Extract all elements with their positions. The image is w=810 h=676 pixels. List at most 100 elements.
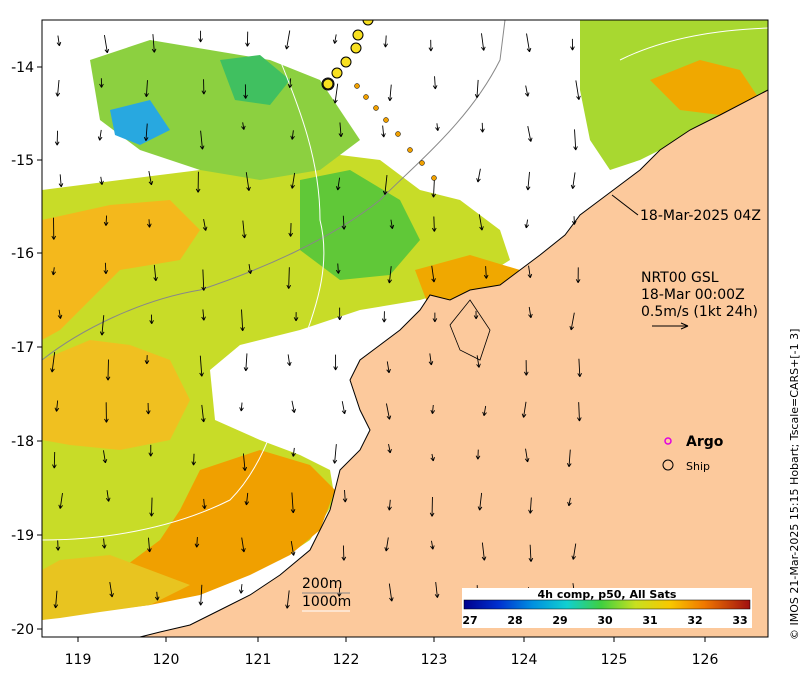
current-arrow xyxy=(388,583,394,602)
colorbar-ticks: 27 28 29 30 31 32 33 xyxy=(462,614,747,627)
current-arrow xyxy=(528,544,534,562)
current-arrow xyxy=(524,448,530,463)
current-arrow xyxy=(202,498,207,510)
current-arrow xyxy=(243,353,249,372)
current-vectors xyxy=(50,30,582,609)
current-arrow xyxy=(147,219,152,228)
current-arrow xyxy=(50,351,56,373)
ship-position-marker xyxy=(340,56,352,68)
current-arrow xyxy=(154,591,160,601)
y-tick-label: -16 xyxy=(11,246,34,262)
current-arrow xyxy=(386,361,391,374)
colorbar-tick-label: 30 xyxy=(597,614,613,627)
current-arrow xyxy=(105,490,111,502)
ship-position-marker xyxy=(322,78,334,90)
colorbar-tick-label: 31 xyxy=(642,614,657,627)
current-arrow xyxy=(341,215,347,230)
current-arrow xyxy=(151,34,157,53)
current-arrow xyxy=(55,79,61,97)
current-arrow xyxy=(194,537,200,548)
current-arrow xyxy=(105,359,111,381)
current-arrow xyxy=(240,309,245,332)
sst-field xyxy=(42,20,768,620)
current-arrow xyxy=(245,172,251,191)
current-arrow xyxy=(385,403,392,420)
current-arrow xyxy=(99,78,104,88)
current-arrow xyxy=(103,215,109,226)
current-arrow xyxy=(102,450,108,464)
current-arrow xyxy=(201,79,207,95)
ship-position-marker xyxy=(331,67,343,79)
current-arrow xyxy=(241,122,246,130)
current-arrow xyxy=(149,497,154,517)
ship-legend-label: Ship xyxy=(686,460,710,473)
current-arrow xyxy=(476,168,481,183)
current-arrow xyxy=(54,400,60,412)
current-arrow xyxy=(285,590,290,609)
current-arrow xyxy=(201,309,206,321)
x-tick-label: 125 xyxy=(601,652,628,668)
current-arrow xyxy=(286,267,292,289)
current-arrow xyxy=(104,402,109,423)
current-arrow xyxy=(244,492,250,506)
ship-position-marker xyxy=(373,105,379,111)
current-arrow xyxy=(337,307,342,321)
current-arrow xyxy=(103,34,110,54)
current-arrow xyxy=(57,309,63,319)
current-arrow xyxy=(435,123,440,132)
current-arrow xyxy=(577,358,582,378)
current-arrow xyxy=(480,122,485,133)
current-arrow xyxy=(569,312,575,331)
current-arrow xyxy=(335,177,341,191)
x-tick-label: 119 xyxy=(65,652,92,668)
current-arrow xyxy=(288,223,294,237)
current-arrow xyxy=(54,130,60,146)
current-arrow xyxy=(566,449,572,468)
current-arrow xyxy=(290,492,296,514)
current-arrow xyxy=(389,219,395,229)
timestamp-pointer xyxy=(611,194,639,216)
current-arrow xyxy=(384,537,389,552)
current-arrow xyxy=(341,545,347,561)
current-arrow xyxy=(481,33,486,51)
colorbar-tick-label: 33 xyxy=(732,614,747,627)
current-arrow xyxy=(284,30,291,50)
current-arrow xyxy=(291,400,297,413)
current-arrow xyxy=(290,172,296,189)
current-arrow xyxy=(109,581,114,598)
current-arrow xyxy=(148,170,154,186)
timestamp-label: 18-Mar-2025 04Z xyxy=(640,208,761,224)
argo-marker-icon xyxy=(664,437,672,445)
current-arrow xyxy=(195,171,201,193)
current-arrow xyxy=(383,35,388,48)
x-tick-label: 126 xyxy=(692,652,719,668)
current-arrow xyxy=(242,453,248,471)
current-arrow xyxy=(101,538,107,549)
ship-position-marker xyxy=(350,42,362,54)
x-tick-label: 124 xyxy=(511,652,538,668)
current-arrow xyxy=(571,543,577,560)
x-tick-label: 121 xyxy=(245,652,272,668)
current-arrow xyxy=(198,584,204,606)
isobath-1000-label: 1000m xyxy=(302,594,351,610)
ship-position-marker xyxy=(362,20,374,26)
current-arrow xyxy=(51,217,57,240)
current-arrow xyxy=(575,80,581,100)
current-arrow xyxy=(52,451,57,469)
current-arrow xyxy=(287,354,292,367)
current-arrow xyxy=(524,85,530,97)
y-tick-label: -19 xyxy=(11,528,34,544)
plot-frame xyxy=(41,19,769,638)
current-arrow xyxy=(382,174,388,195)
current-arrow xyxy=(567,497,572,507)
current-arrow xyxy=(381,125,386,138)
current-arrow xyxy=(570,38,575,51)
ship-position-marker xyxy=(395,131,401,137)
current-arrow xyxy=(199,355,204,377)
current-arrow xyxy=(571,216,577,225)
isobath-200m xyxy=(42,20,506,361)
legend: Argo Ship xyxy=(662,434,724,473)
colorbar-title: 4h comp, p50, All Sats xyxy=(538,588,677,601)
current-arrow xyxy=(528,306,533,319)
